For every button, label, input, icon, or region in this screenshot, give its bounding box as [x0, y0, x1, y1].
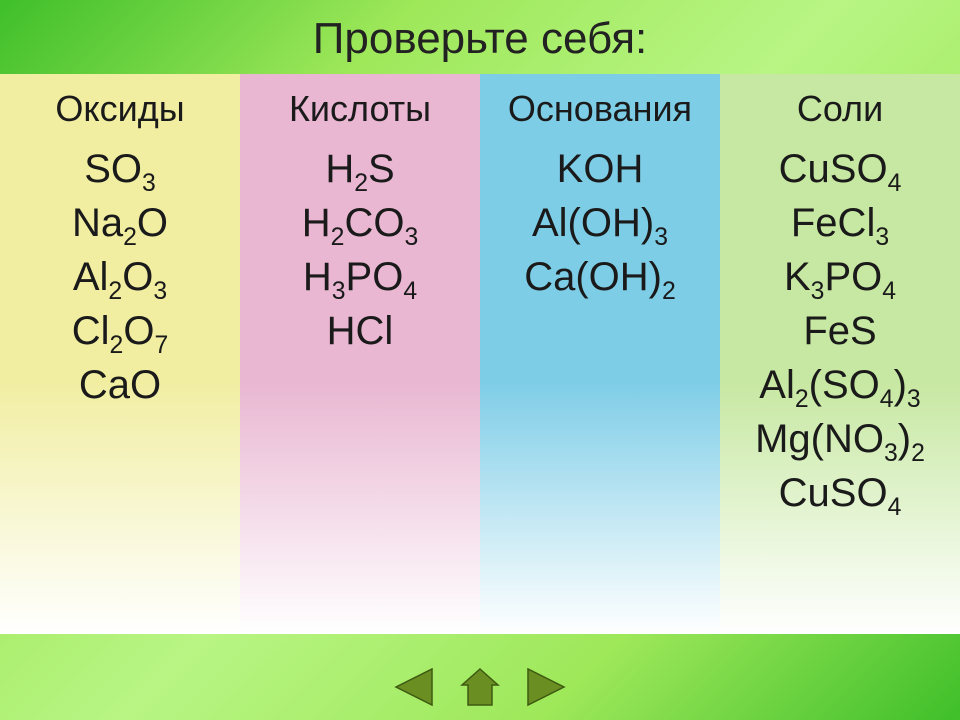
prev-button[interactable]: [390, 666, 438, 708]
formula-cell: Al(OH)3: [480, 196, 720, 250]
home-button[interactable]: [456, 666, 504, 708]
formula-cell: FeCl3: [720, 196, 960, 250]
columns-grid: Оксиды SO3Na2OAl2O3Cl2O7CaO Кислоты H2SH2CO…: [0, 74, 960, 634]
formula-cell: Al2(SO4)3: [720, 358, 960, 412]
formula-cell: Mg(NO3)2: [720, 412, 960, 466]
column-header: Оксиды: [0, 88, 240, 130]
formula-cell: Ca(OH)2: [480, 250, 720, 304]
column-header: Основания: [480, 88, 720, 130]
column-2: Основания KOHAl(OH)3Ca(OH)2: [480, 74, 720, 634]
formula-cell: H2S: [240, 142, 480, 196]
formula-cell: CuSO4: [720, 466, 960, 520]
formula-cell: SO3: [0, 142, 240, 196]
formula-cell: Al2O3: [0, 250, 240, 304]
formula-cell: K3PO4: [720, 250, 960, 304]
formula-cell: Cl2O7: [0, 304, 240, 358]
next-button[interactable]: [522, 666, 570, 708]
column-header: Кислоты: [240, 88, 480, 130]
column-0: Оксиды SO3Na2OAl2O3Cl2O7CaO: [0, 74, 240, 634]
formula-cell: Na2O: [0, 196, 240, 250]
nav-bar: [0, 666, 960, 708]
column-1: Кислоты H2SH2CO3H3PO4HCl: [240, 74, 480, 634]
home-icon: [458, 667, 502, 707]
triangle-right-icon: [524, 667, 568, 707]
formula-cell: H3PO4: [240, 250, 480, 304]
triangle-left-icon: [392, 667, 436, 707]
column-3: СолиCuSO4FeCl3K3PO4FeSAl2(SO4)3Mg(NO3)2C…: [720, 74, 960, 634]
formula-cell: FeS: [720, 304, 960, 358]
formula-cell: CuSO4: [720, 142, 960, 196]
column-header: Соли: [720, 88, 960, 130]
formula-cell: HCl: [240, 304, 480, 358]
formula-cell: KOH: [480, 142, 720, 196]
page-title: Проверьте себя:: [0, 0, 960, 74]
formula-cell: H2CO3: [240, 196, 480, 250]
formula-cell: CaO: [0, 358, 240, 412]
